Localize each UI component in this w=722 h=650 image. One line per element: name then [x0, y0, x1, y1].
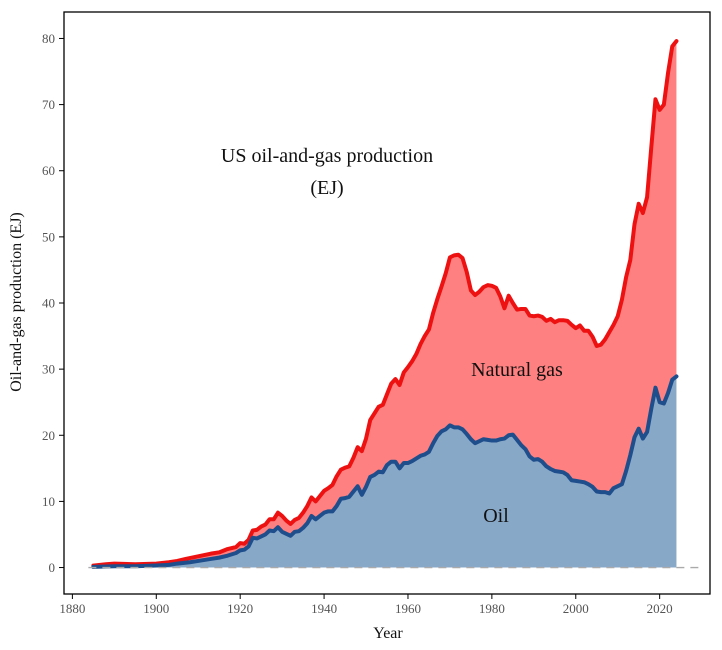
plot-frame: [63, 11, 711, 595]
y-tick-label: 60: [42, 163, 55, 178]
x-tick-label: 1960: [395, 601, 421, 616]
natural-gas-area: [93, 41, 677, 567]
x-tick-label: 2020: [647, 601, 673, 616]
x-tick-label: 2000: [563, 601, 589, 616]
oil-production-line: [91, 374, 679, 569]
oil-label: Oil: [483, 505, 509, 527]
y-axis-title: Oil-and-gas production (EJ): [8, 212, 25, 392]
x-tick-label: 1900: [143, 601, 169, 616]
x-tick-label: 1880: [59, 601, 85, 616]
y-tick-label: 30: [42, 362, 55, 377]
x-tick-label: 1980: [479, 601, 505, 616]
y-tick-label: 40: [42, 296, 55, 311]
y-tick-label: 10: [42, 494, 55, 509]
natural-gas-label: Natural gas: [471, 359, 563, 381]
y-tick-label: 20: [42, 428, 55, 443]
x-axis-title: Year: [373, 625, 403, 642]
chart-title-unit: (EJ): [310, 177, 343, 199]
x-tick-label: 1920: [227, 601, 253, 616]
y-tick-label: 70: [42, 97, 55, 112]
x-tick-label: 1940: [311, 601, 337, 616]
y-tick-label: 80: [42, 31, 55, 46]
y-tick-label: 50: [42, 229, 55, 244]
plot-area: [91, 39, 679, 569]
tick-group: 1880 1900 1920 1940 1960 1980 2000 2020 0 10 20 30 4…: [42, 31, 673, 616]
total-production-line: [91, 39, 679, 568]
y-tick-label: 0: [49, 560, 56, 575]
chart-title: US oil-and-gas production: [221, 145, 433, 167]
